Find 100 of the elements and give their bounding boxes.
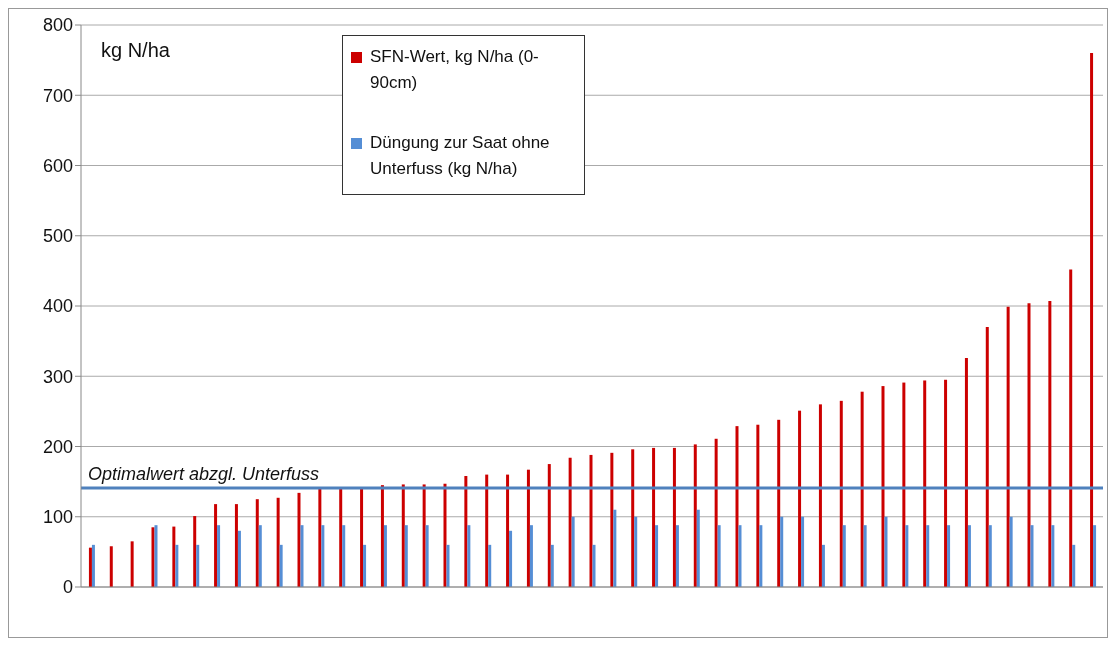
bar — [339, 488, 343, 587]
bar — [318, 488, 322, 587]
bar — [1027, 303, 1031, 587]
bar — [568, 457, 572, 587]
bar — [255, 499, 259, 587]
bar — [1069, 269, 1073, 587]
bar — [863, 525, 867, 587]
bar — [234, 504, 238, 587]
bar — [613, 509, 617, 587]
bar — [881, 386, 885, 587]
bar — [1006, 306, 1010, 587]
bar — [985, 327, 989, 587]
bar — [780, 516, 784, 587]
y-tick-label: 100 — [42, 507, 73, 528]
bar — [425, 525, 429, 587]
bar — [237, 530, 241, 587]
bar — [821, 544, 825, 587]
bar — [988, 525, 992, 587]
bar — [944, 379, 948, 587]
bar — [839, 400, 843, 587]
bar — [193, 516, 197, 587]
bar — [363, 544, 367, 587]
bar — [905, 525, 909, 587]
bar — [342, 525, 346, 587]
bar — [217, 525, 221, 587]
bar — [571, 516, 575, 587]
bar — [672, 447, 676, 587]
bar — [696, 509, 700, 587]
bar — [964, 357, 968, 587]
bar — [172, 526, 176, 587]
bar — [592, 544, 596, 587]
bar — [383, 525, 387, 587]
y-tick-label: 600 — [42, 155, 73, 176]
bar — [422, 484, 426, 587]
bar — [467, 525, 471, 587]
bar — [401, 484, 405, 587]
bar — [550, 544, 554, 587]
y-tick-label: 700 — [42, 85, 73, 106]
bar — [404, 525, 408, 587]
bar — [1072, 544, 1076, 587]
bar — [1048, 301, 1052, 587]
bar — [693, 444, 697, 587]
bar — [1051, 525, 1055, 587]
bar — [818, 404, 822, 587]
bar — [279, 544, 283, 587]
bar — [464, 476, 468, 587]
bar — [175, 544, 179, 587]
bar — [488, 544, 492, 587]
bar — [717, 525, 721, 587]
y-tick-label: 800 — [42, 15, 73, 36]
bar — [842, 525, 846, 587]
bar — [109, 546, 113, 587]
bar — [258, 525, 262, 587]
bar — [529, 525, 533, 587]
bar — [276, 497, 280, 587]
bar — [652, 447, 656, 587]
bar — [798, 410, 802, 587]
bar — [735, 426, 739, 587]
bar — [547, 464, 551, 587]
bar — [967, 525, 971, 587]
ref-line-label: Optimalwert abzgl. Unterfuss — [88, 463, 320, 484]
bar — [297, 492, 301, 587]
bar — [446, 544, 450, 587]
bar — [902, 382, 906, 587]
bar — [1030, 525, 1034, 587]
bar — [1093, 525, 1097, 587]
bar — [610, 452, 614, 587]
bar — [589, 454, 593, 587]
bar — [675, 525, 679, 587]
y-tick-label: 500 — [42, 226, 73, 247]
bar — [485, 474, 489, 587]
bar — [714, 438, 718, 587]
bar — [509, 530, 513, 587]
bar — [380, 485, 384, 587]
bar — [655, 525, 659, 587]
y-axis-title: kg N/ha — [101, 39, 170, 62]
bar — [884, 516, 888, 587]
bar — [130, 541, 134, 587]
y-tick-label: 400 — [42, 296, 73, 317]
y-tick-label: 0 — [62, 577, 73, 598]
bar — [923, 380, 927, 587]
bar — [738, 525, 742, 587]
bar — [321, 525, 325, 587]
bar — [947, 525, 951, 587]
bar — [631, 449, 635, 587]
bar — [759, 525, 763, 587]
bar — [526, 469, 530, 587]
bar — [777, 419, 781, 587]
legend-label: Düngung zur Saat ohne Unterfuss (kg N/ha) — [370, 132, 551, 180]
bar — [443, 483, 447, 587]
bar — [801, 516, 805, 587]
bar — [1009, 516, 1013, 587]
bar — [634, 516, 638, 587]
bar — [214, 504, 218, 587]
y-tick-label: 200 — [42, 436, 73, 457]
bar — [926, 525, 930, 587]
bar — [196, 544, 200, 587]
bar — [300, 525, 304, 587]
bar — [360, 488, 364, 587]
bar — [1090, 53, 1094, 587]
